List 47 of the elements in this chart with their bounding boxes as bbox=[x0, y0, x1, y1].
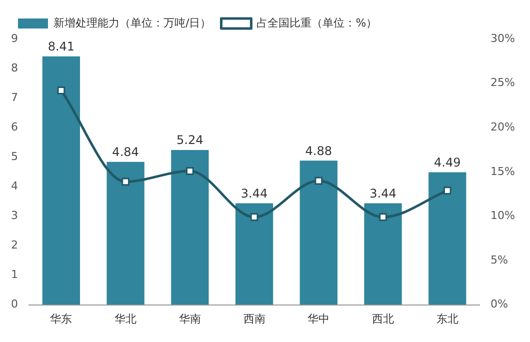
text: 4.88 bbox=[305, 144, 332, 158]
legend-label: 新增处理能力（单位：万吨/日） bbox=[54, 16, 212, 30]
y-tick-label: 6 bbox=[11, 120, 18, 134]
y2-tick-label: 25% bbox=[490, 76, 516, 90]
bar bbox=[428, 172, 466, 305]
y2-tick-label: 5% bbox=[490, 253, 508, 266]
y2-tick-label: 30% bbox=[490, 32, 516, 45]
y-tick-label: 0 bbox=[11, 298, 18, 311]
legend-label: 占全国比重（单位：%） bbox=[256, 16, 378, 30]
point bbox=[186, 167, 194, 175]
point bbox=[379, 213, 387, 222]
y2-tick-label: 15% bbox=[490, 164, 516, 178]
bar bbox=[171, 150, 209, 305]
x-tick-label: 西北 bbox=[372, 312, 394, 326]
y-tick-label: 5 bbox=[11, 150, 18, 163]
bar bbox=[364, 203, 402, 305]
text: 3.44 bbox=[240, 186, 268, 200]
point bbox=[314, 176, 323, 185]
text: 4.84 bbox=[112, 144, 139, 159]
y-tick-label: 1 bbox=[11, 268, 18, 282]
point bbox=[443, 186, 452, 194]
y-tick-label: 9 bbox=[11, 32, 18, 45]
y-tick-label: 2 bbox=[11, 238, 18, 252]
text: 8.41 bbox=[48, 40, 75, 54]
y-tick-label: 3 bbox=[11, 209, 18, 222]
x-tick-label: 华东 bbox=[50, 312, 72, 326]
bar bbox=[235, 203, 274, 305]
point bbox=[57, 86, 66, 94]
y-tick-label: 8 bbox=[11, 61, 18, 74]
y-tick-label: 4 bbox=[11, 180, 18, 193]
y2-tick-label: 0% bbox=[490, 298, 508, 311]
bar bbox=[300, 160, 338, 305]
x-tick-label: 华北 bbox=[114, 312, 137, 326]
y2-tick-label: 20% bbox=[490, 120, 516, 134]
x-tick-label: 西南 bbox=[243, 312, 266, 326]
x-tick-label: 华中 bbox=[308, 312, 330, 326]
point bbox=[250, 213, 258, 222]
x-tick-label: 华南 bbox=[178, 312, 201, 326]
text: 3.44 bbox=[370, 186, 396, 200]
bar bbox=[106, 162, 144, 305]
y2-tick-label: 10% bbox=[490, 209, 516, 222]
bar bbox=[42, 56, 80, 305]
point bbox=[122, 178, 130, 186]
x-tick-label: 东北 bbox=[436, 312, 458, 326]
text: 5.24 bbox=[176, 133, 204, 148]
text: 4.49 bbox=[434, 155, 461, 170]
y-tick-label: 7 bbox=[11, 90, 18, 104]
